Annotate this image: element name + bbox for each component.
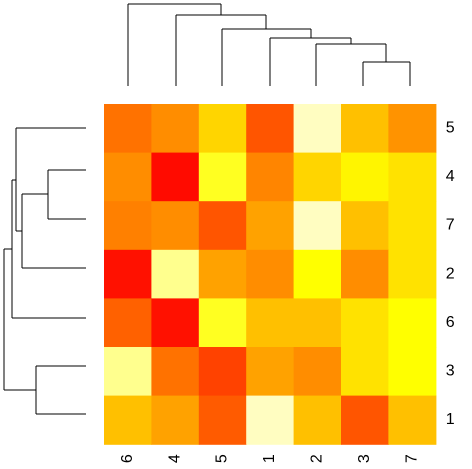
row-label-3: 3 (446, 363, 455, 380)
heatmap-cell-row-4-col-6 (104, 152, 152, 202)
heatmap-cell-row-4-col-1 (246, 152, 295, 202)
heatmap-cell-row-4-col-3 (341, 152, 389, 202)
heatmap-cell-row-1-col-7 (388, 395, 437, 445)
heatmap-cell-row-1-col-3 (341, 395, 389, 445)
heatmap-cell-row-2-col-2 (293, 249, 342, 299)
heatmap-cell-row-3-col-2 (293, 347, 342, 397)
column-labels: 6 4 5 1 2 3 7 (119, 454, 420, 463)
heatmap-cell-row-4-col-2 (293, 152, 342, 202)
heatmap-cell-row-1-col-1 (246, 395, 295, 445)
heatmap-cell-row-6-col-3 (341, 298, 389, 348)
heatmap-cell-row-3-col-7 (388, 347, 437, 397)
column-label-3: 3 (356, 454, 373, 463)
heatmap-cell-row-5-col-3 (341, 104, 389, 154)
heatmap-cell-row-2-col-1 (246, 249, 295, 299)
heatmap-cell-row-2-col-7 (388, 249, 437, 299)
heatmap-cell-row-5-col-2 (293, 104, 342, 154)
heatmap-cell-row-7-col-6 (104, 201, 152, 251)
heatmap-cell-row-5-col-4 (151, 104, 200, 154)
column-label-2: 2 (309, 454, 326, 463)
heatmap-cell-row-4-col-7 (388, 152, 437, 202)
column-label-1: 1 (261, 454, 278, 463)
heatmap-cell-row-2-col-5 (198, 249, 247, 299)
heatmap-cell-row-2-col-4 (151, 249, 200, 299)
heatmap-cell-row-6-col-6 (104, 298, 152, 348)
heatmap-cell-row-7-col-2 (293, 201, 342, 251)
heatmap-cell-row-1-col-6 (104, 395, 152, 445)
heatmap-cell-row-1-col-5 (198, 395, 247, 445)
heatmap-cell-row-7-col-7 (388, 201, 437, 251)
heatmap-cell-row-2-col-3 (341, 249, 389, 299)
row-label-7: 7 (446, 217, 455, 234)
heatmap-cell-row-7-col-3 (341, 201, 389, 251)
heatmap-cell-row-6-col-5 (198, 298, 247, 348)
column-label-6: 6 (119, 454, 136, 463)
row-label-2: 2 (446, 265, 455, 282)
row-label-5: 5 (446, 120, 455, 137)
heatmap-cell-row-3-col-4 (151, 347, 200, 397)
column-label-5: 5 (214, 454, 231, 463)
heatmap-cell-row-5-col-7 (388, 104, 437, 154)
row-label-1: 1 (446, 411, 455, 428)
row-label-4: 4 (446, 168, 455, 185)
heatmap-cell-row-1-col-2 (293, 395, 342, 445)
heatmap-cell-row-7-col-1 (246, 201, 295, 251)
heatmap-cell-row-3-col-3 (341, 347, 389, 397)
heatmap-cell-row-4-col-5 (198, 152, 247, 202)
heatmap-cell-row-6-col-7 (388, 298, 437, 348)
heatmap-cell-row-2-col-6 (104, 249, 152, 299)
column-label-4: 4 (166, 454, 183, 463)
heatmap-cell-row-6-col-2 (293, 298, 342, 348)
column-dendrogram (127, 3, 411, 86)
heatmap-cell-row-7-col-4 (151, 201, 200, 251)
heatmap-cell-row-5-col-6 (104, 104, 152, 154)
heatmap-cell-row-7-col-5 (198, 201, 247, 251)
heatmap-cell-row-3-col-5 (198, 347, 247, 397)
heatmap-cell-row-4-col-4 (151, 152, 200, 202)
column-label-7: 7 (403, 454, 420, 463)
heatmap-cell-row-6-col-1 (246, 298, 295, 348)
heatmap-cell-row-3-col-1 (246, 347, 295, 397)
row-label-6: 6 (446, 314, 455, 331)
heatmap-cell-row-5-col-5 (198, 104, 247, 154)
row-dendrogram (3, 127, 86, 415)
heatmap-cells (104, 104, 437, 445)
heatmap-cell-row-1-col-4 (151, 395, 200, 445)
row-labels: 5 4 7 2 6 3 1 (446, 120, 455, 429)
heatmap-cell-row-5-col-1 (246, 104, 295, 154)
heatmap-cell-row-3-col-6 (104, 347, 152, 397)
heatmap-cell-row-6-col-4 (151, 298, 200, 348)
